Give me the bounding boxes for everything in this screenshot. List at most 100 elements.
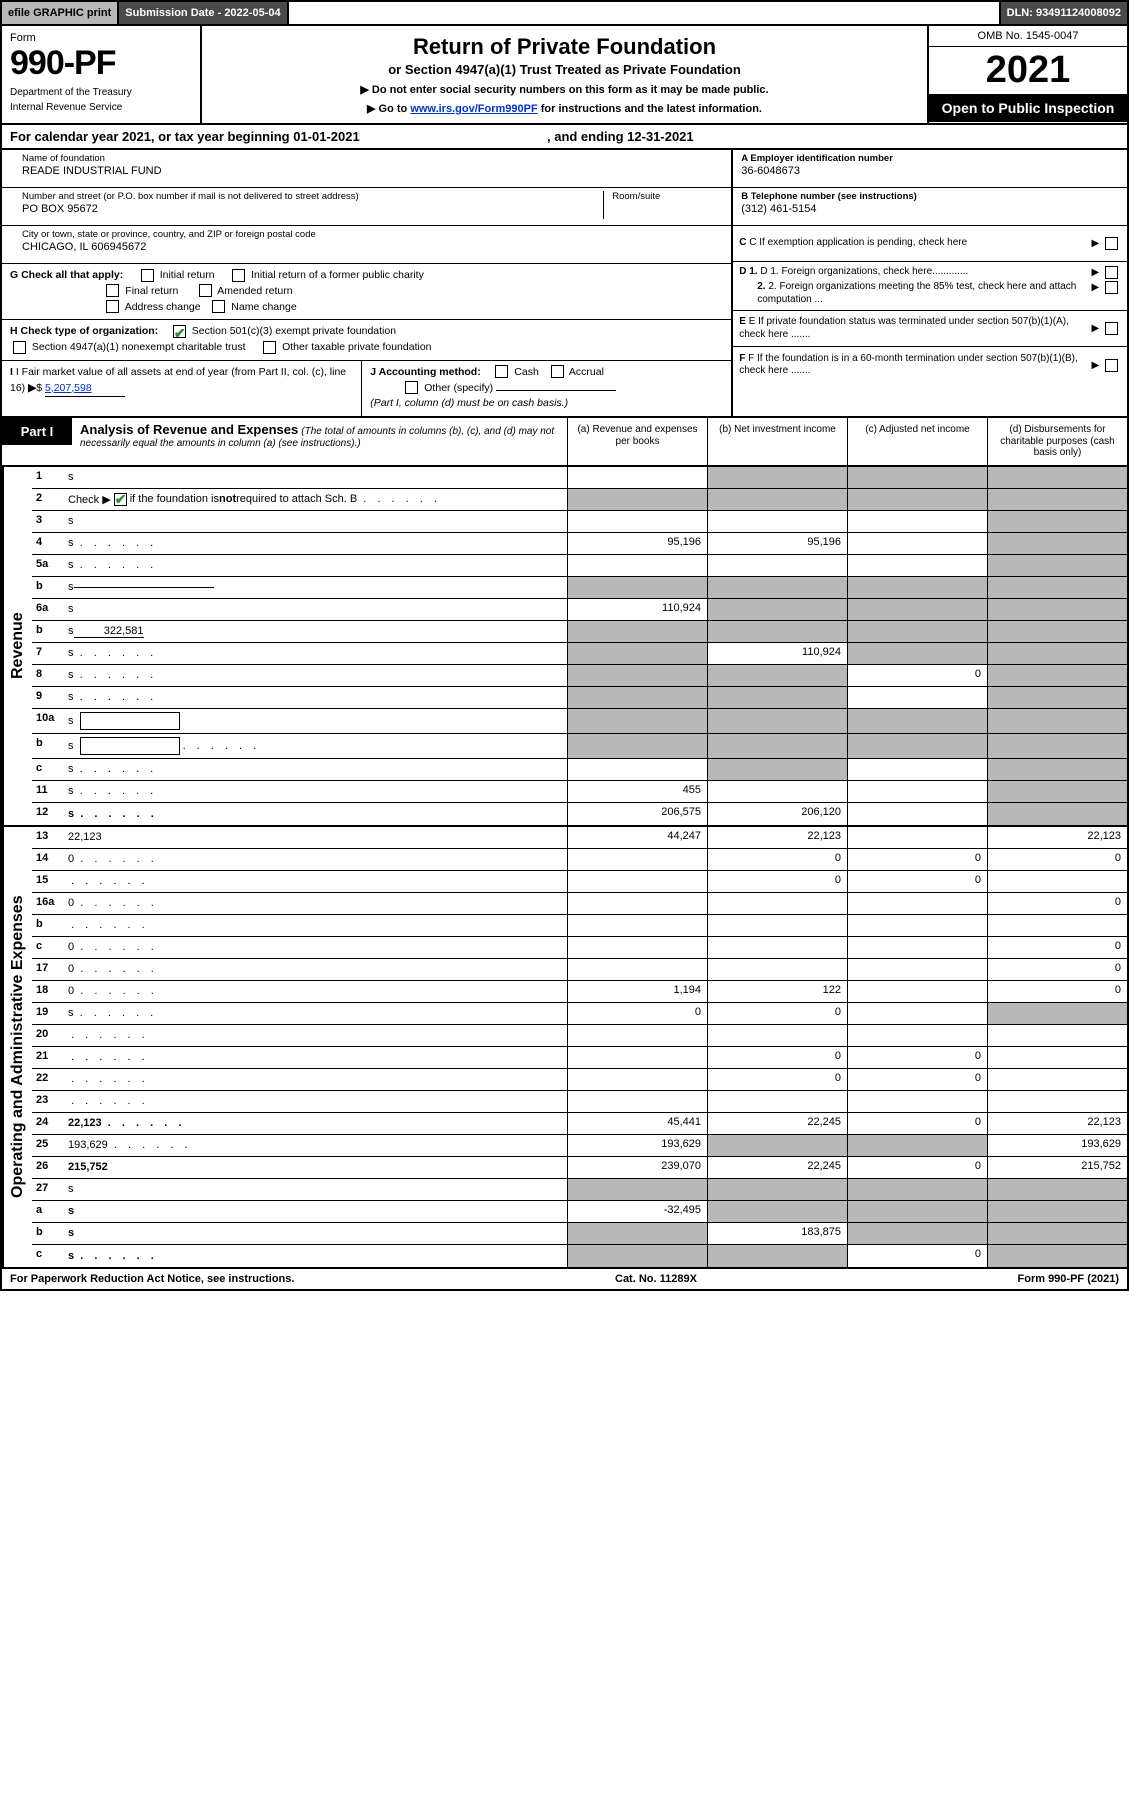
line-row: 20 . . . . . . <box>32 1025 1127 1047</box>
cell-a: 1,194 <box>567 981 707 1002</box>
cell-c <box>847 643 987 664</box>
cell-a <box>567 1025 707 1046</box>
cell-c <box>847 827 987 848</box>
cell-d <box>987 734 1127 758</box>
cell-a <box>567 489 707 510</box>
cell-c: 0 <box>847 1245 987 1267</box>
col-d-header: (d) Disbursements for charitable purpose… <box>987 418 1127 465</box>
checkbox-initial-former[interactable] <box>232 269 245 282</box>
cell-c <box>847 555 987 576</box>
line-number: c <box>32 937 68 958</box>
d2-label: 2. Foreign organizations meeting the 85%… <box>757 281 1076 305</box>
cell-d <box>987 467 1127 488</box>
cell-d: 22,123 <box>987 1113 1127 1134</box>
line-row: cs . . . . . .0 <box>32 1245 1127 1267</box>
line-description: s . . . . . . <box>68 533 567 554</box>
checkbox-sch-b[interactable] <box>114 493 127 506</box>
city-cell: City or town, state or province, country… <box>2 226 731 264</box>
checkbox-501c3[interactable] <box>173 325 186 338</box>
section-g-h-i-j: G Check all that apply: Initial return I… <box>2 264 731 416</box>
h-label: H Check type of organization: <box>10 325 158 337</box>
cell-b <box>707 599 847 620</box>
expenses-label: Operating and Administrative Expenses <box>2 827 32 1267</box>
cell-c <box>847 734 987 758</box>
line-row: 4s . . . . . .95,19695,196 <box>32 533 1127 555</box>
cell-b: 0 <box>707 1069 847 1090</box>
line-description: s . . . . . . <box>68 803 567 825</box>
checkbox-name-change[interactable] <box>212 300 225 313</box>
line-number: c <box>32 1245 68 1267</box>
cal-year-end: , and ending 12-31-2021 <box>547 129 694 144</box>
line-number: b <box>32 734 68 758</box>
cell-d <box>987 1223 1127 1244</box>
cell-a <box>567 709 707 733</box>
line-description: 22,123 <box>68 827 567 848</box>
cell-b <box>707 937 847 958</box>
cell-b: 0 <box>707 1003 847 1024</box>
irs-link[interactable]: www.irs.gov/Form990PF <box>410 103 537 115</box>
checkbox-final[interactable] <box>106 284 119 297</box>
cell-d <box>987 803 1127 825</box>
cell-d <box>987 665 1127 686</box>
checkbox-d1[interactable] <box>1105 266 1118 279</box>
part1-header: Part I Analysis of Revenue and Expenses … <box>0 418 1129 467</box>
checkbox-initial[interactable] <box>141 269 154 282</box>
cell-d <box>987 621 1127 642</box>
cell-d: 215,752 <box>987 1157 1127 1178</box>
checkbox-other-method[interactable] <box>405 381 418 394</box>
revenue-label: Revenue <box>2 467 32 825</box>
line-number: 25 <box>32 1135 68 1156</box>
col-b-header: (b) Net investment income <box>707 418 847 465</box>
checkbox-other-tax[interactable] <box>263 341 276 354</box>
j-label: J Accounting method: <box>370 366 480 378</box>
line-description: Check ▶ if the foundation is not require… <box>68 489 567 510</box>
note-ssn: ▶ Do not enter social security numbers o… <box>212 83 917 96</box>
cell-d <box>987 599 1127 620</box>
g-initial: Initial return <box>160 269 215 281</box>
efile-label: efile GRAPHIC print <box>2 2 119 24</box>
note-goto-post: for instructions and the latest informat… <box>538 103 762 115</box>
checkbox-c[interactable] <box>1105 237 1118 250</box>
section-f: F F If the foundation is in a 60-month t… <box>733 347 1127 383</box>
line-row: b . . . . . . <box>32 915 1127 937</box>
checkbox-amended[interactable] <box>199 284 212 297</box>
cell-a: 44,247 <box>567 827 707 848</box>
line-description: . . . . . . <box>68 1047 567 1068</box>
cell-b <box>707 781 847 802</box>
checkbox-cash[interactable] <box>495 365 508 378</box>
line-row: cs . . . . . . <box>32 759 1127 781</box>
line-description: 0 . . . . . . <box>68 849 567 870</box>
cell-b: 22,123 <box>707 827 847 848</box>
cell-d <box>987 1201 1127 1222</box>
cell-b <box>707 1179 847 1200</box>
line-number: 6a <box>32 599 68 620</box>
line-description: . . . . . . <box>68 1069 567 1090</box>
checkbox-f[interactable] <box>1105 359 1118 372</box>
i-value[interactable]: 5,207,598 <box>45 381 125 398</box>
cell-c: 0 <box>847 871 987 892</box>
footer-form: Form 990-PF (2021) <box>1018 1273 1120 1285</box>
cell-d <box>987 533 1127 554</box>
cell-b <box>707 467 847 488</box>
checkbox-e[interactable] <box>1105 322 1118 335</box>
line-number: 17 <box>32 959 68 980</box>
cell-b: 0 <box>707 1047 847 1068</box>
line-row: c0 . . . . . .0 <box>32 937 1127 959</box>
h-other-tax: Other taxable private foundation <box>282 341 431 353</box>
checkbox-d2[interactable] <box>1105 281 1118 294</box>
line-description: s . . . . . . <box>68 555 567 576</box>
g-final: Final return <box>125 285 178 297</box>
cell-a <box>567 849 707 870</box>
city-label: City or town, state or province, country… <box>22 229 723 240</box>
cell-a <box>567 467 707 488</box>
checkbox-addr-change[interactable] <box>106 300 119 313</box>
dept-irs: Internal Revenue Service <box>10 102 192 113</box>
form-subtitle: or Section 4947(a)(1) Trust Treated as P… <box>212 62 917 77</box>
checkbox-accrual[interactable] <box>551 365 564 378</box>
line-row: 170 . . . . . .0 <box>32 959 1127 981</box>
j-accrual: Accrual <box>569 366 604 378</box>
checkbox-4947[interactable] <box>13 341 26 354</box>
addr-label: Number and street (or P.O. box number if… <box>22 191 603 202</box>
cell-d <box>987 1091 1127 1112</box>
cell-c <box>847 803 987 825</box>
